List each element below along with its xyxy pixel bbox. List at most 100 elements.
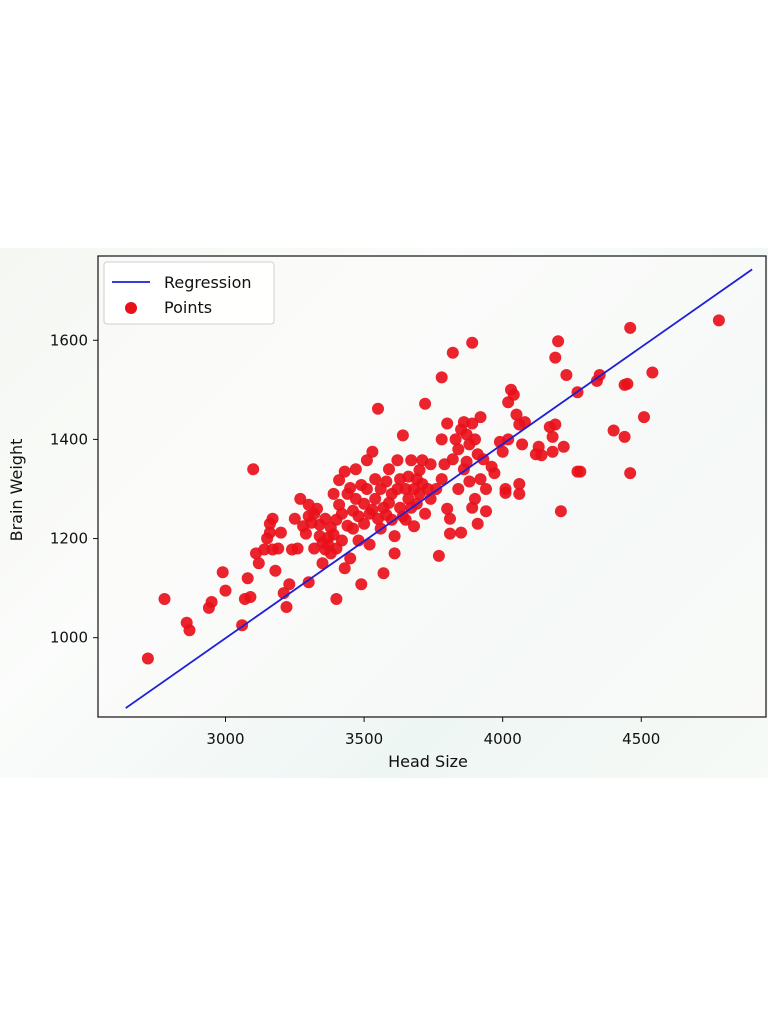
- data-point: [241, 572, 254, 585]
- data-point: [421, 483, 434, 495]
- data-point: [435, 433, 448, 446]
- data-point: [344, 482, 357, 494]
- x-tick-label: 4500: [622, 730, 660, 748]
- data-point: [546, 445, 559, 458]
- data-point: [549, 418, 562, 431]
- data-point: [252, 557, 265, 570]
- data-point: [552, 335, 565, 348]
- x-axis-title: Head Size: [388, 752, 468, 771]
- data-point: [513, 478, 526, 490]
- data-point: [560, 369, 573, 381]
- data-point: [294, 492, 307, 505]
- data-point: [441, 417, 454, 430]
- data-point: [349, 463, 362, 476]
- data-point: [366, 445, 379, 458]
- data-point: [444, 527, 456, 540]
- y-tick-label: 1600: [50, 331, 88, 349]
- data-point: [452, 443, 465, 456]
- data-point: [269, 564, 282, 577]
- data-point: [247, 463, 260, 476]
- data-point: [266, 512, 279, 525]
- data-point: [621, 377, 634, 390]
- data-point: [355, 578, 368, 591]
- data-point: [327, 528, 340, 541]
- legend-box: [103, 261, 275, 325]
- data-point: [408, 520, 420, 533]
- data-point: [432, 549, 445, 562]
- data-point: [369, 473, 382, 486]
- data-point: [330, 593, 343, 605]
- data-point: [272, 542, 285, 555]
- data-point: [469, 492, 481, 505]
- legend-label-points: Points: [164, 298, 212, 317]
- data-point: [399, 513, 412, 526]
- legend-label-regression: Regression: [164, 273, 252, 292]
- y-tick-label: 1200: [50, 530, 88, 548]
- data-point: [618, 430, 631, 443]
- data-point: [712, 314, 725, 327]
- x-tick-label: 3000: [206, 730, 244, 748]
- data-point: [358, 517, 371, 530]
- data-point: [499, 486, 512, 499]
- data-point: [183, 624, 196, 637]
- data-point: [396, 429, 409, 442]
- data-point: [380, 475, 393, 488]
- data-point: [449, 433, 462, 446]
- x-tick-label: 3500: [345, 730, 383, 748]
- data-point: [347, 522, 359, 535]
- data-point: [158, 593, 171, 605]
- data-point: [638, 411, 650, 424]
- data-point: [471, 517, 484, 530]
- data-point: [441, 502, 454, 515]
- data-point: [549, 351, 562, 364]
- data-point: [338, 562, 351, 575]
- data-point: [319, 512, 332, 525]
- data-point: [480, 505, 492, 518]
- data-point: [333, 498, 346, 511]
- data-point: [607, 424, 620, 437]
- data-point: [488, 467, 501, 480]
- data-point: [299, 527, 312, 540]
- data-point: [244, 591, 257, 603]
- data-point: [358, 497, 371, 510]
- data-point: [574, 465, 587, 478]
- data-point: [446, 453, 459, 466]
- data-point: [469, 433, 481, 446]
- data-point: [518, 416, 531, 429]
- y-tick-label: 1000: [50, 629, 88, 647]
- data-point: [263, 526, 276, 539]
- data-point: [377, 567, 390, 580]
- data-point: [474, 473, 487, 486]
- data-point: [338, 465, 351, 478]
- data-point: [474, 411, 487, 424]
- data-point: [391, 454, 404, 467]
- data-point: [363, 538, 376, 551]
- x-tick-label: 4000: [484, 730, 522, 748]
- data-point: [369, 492, 382, 505]
- data-point: [413, 464, 426, 477]
- data-point: [283, 578, 296, 591]
- data-point: [455, 526, 468, 539]
- data-point: [388, 530, 401, 543]
- legend-point-swatch: [125, 302, 137, 314]
- data-point: [419, 507, 432, 520]
- data-point: [496, 445, 509, 458]
- data-point: [460, 455, 473, 468]
- data-point: [424, 458, 437, 471]
- data-point: [360, 483, 373, 495]
- y-tick-label: 1400: [50, 430, 88, 448]
- data-point: [446, 346, 459, 359]
- data-point: [383, 463, 395, 476]
- data-point: [507, 388, 520, 401]
- data-point: [510, 408, 523, 421]
- data-point: [219, 584, 232, 597]
- data-point: [646, 366, 659, 379]
- data-point: [463, 475, 476, 488]
- data-point: [419, 397, 432, 410]
- data-point: [335, 507, 348, 520]
- data-point: [391, 483, 404, 495]
- regression-line: [125, 268, 753, 709]
- data-point: [624, 467, 637, 480]
- data-point: [327, 487, 340, 500]
